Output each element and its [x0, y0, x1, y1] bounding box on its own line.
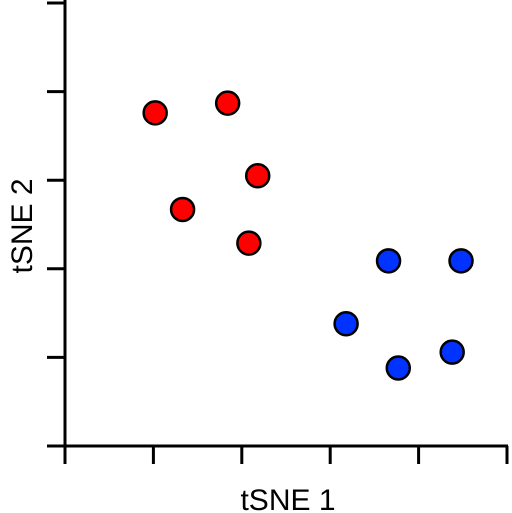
- data-point-series1-4: [169, 196, 196, 223]
- y-axis-label: tSNE 2: [6, 178, 39, 273]
- axis-ticks: [47, 1, 509, 464]
- data-point-series1-3: [244, 163, 271, 189]
- x-axis-label: tSNE 1: [240, 484, 335, 513]
- data-point-series1-1: [142, 100, 168, 126]
- data-point-series2-4: [439, 339, 465, 365]
- data-points: [142, 90, 474, 381]
- axes: [63, 0, 508, 448]
- data-point-series2-2: [448, 248, 474, 274]
- data-point-series1-2: [214, 90, 241, 116]
- data-point-series1-5: [236, 230, 262, 256]
- data-point-series2-5: [385, 355, 412, 381]
- data-point-series2-3: [333, 310, 359, 337]
- data-point-series2-1: [375, 248, 402, 274]
